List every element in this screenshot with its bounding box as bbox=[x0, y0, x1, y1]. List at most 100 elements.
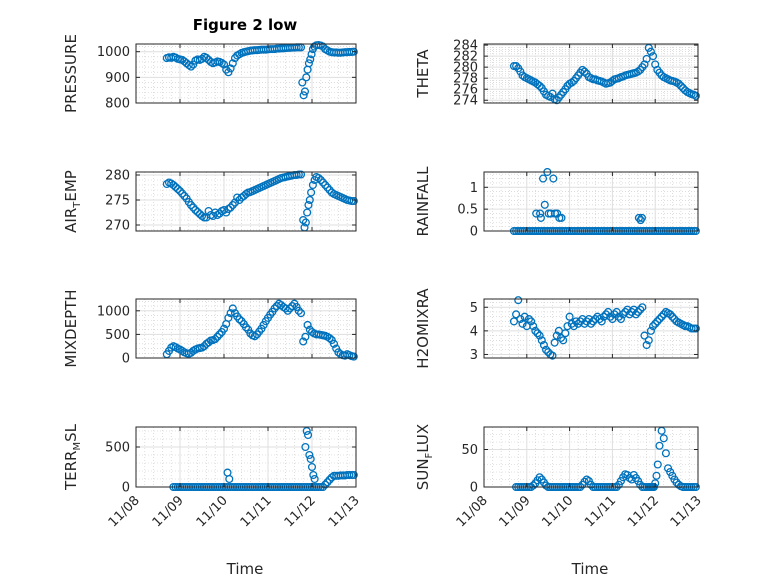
mixdepth-plot-area bbox=[136, 299, 356, 358]
h2omixra-point bbox=[518, 319, 527, 328]
h2omixra-point bbox=[634, 307, 643, 317]
mixdepth-ylabel: MIXDEPTH bbox=[62, 289, 80, 367]
terr-msl-point bbox=[301, 442, 310, 452]
rainfall-point bbox=[553, 209, 562, 218]
h2omixra-point bbox=[550, 338, 559, 347]
h2omixra-point bbox=[601, 310, 611, 319]
theta-point bbox=[535, 81, 544, 90]
pressure-point bbox=[298, 78, 307, 87]
h2omixra-point bbox=[561, 329, 570, 338]
mixdepth-point bbox=[296, 309, 306, 318]
pressure-axes-box bbox=[135, 43, 357, 104]
terr-msl-point bbox=[302, 426, 311, 436]
mixdepth-point bbox=[241, 323, 251, 332]
mixdepth-point bbox=[299, 337, 308, 346]
sun-flux-point bbox=[659, 434, 668, 443]
pressure-ytick-label: 900 bbox=[105, 71, 130, 86]
h2omixra-point bbox=[644, 336, 653, 345]
air-temp-point bbox=[197, 211, 207, 221]
pressure-point bbox=[349, 47, 358, 56]
pressure-ytick-label: 1000 bbox=[97, 45, 130, 60]
rainfall-point bbox=[549, 174, 558, 183]
terr-msl-xtick-label: 11/11 bbox=[238, 493, 275, 530]
theta-point bbox=[634, 67, 643, 76]
theta-ytick-label: 280 bbox=[453, 61, 478, 76]
pressure-point bbox=[222, 65, 231, 74]
sun-flux-xtick-label: 11/08 bbox=[454, 493, 491, 530]
mixdepth-point bbox=[329, 339, 339, 348]
terr-msl-point bbox=[306, 454, 315, 464]
terr-msl-ylabel: TERRMSL bbox=[62, 423, 83, 491]
rainfall-point bbox=[557, 213, 566, 222]
sun-flux-point bbox=[529, 481, 538, 490]
terr-msl-point bbox=[310, 474, 319, 484]
terr-msl-point bbox=[225, 474, 234, 484]
theta-axes-box bbox=[483, 43, 699, 104]
h2omixra-point bbox=[616, 315, 626, 324]
h2omixra-point bbox=[646, 326, 655, 335]
air-temp-point bbox=[304, 200, 313, 210]
pressure-point bbox=[307, 50, 316, 59]
rainfall-point bbox=[539, 174, 548, 183]
mixdepth-point bbox=[325, 334, 334, 343]
terr-msl-xtick-label: 11/09 bbox=[150, 493, 187, 530]
h2omixra-point bbox=[512, 310, 521, 319]
air-temp-point bbox=[189, 203, 198, 212]
air-temp-point bbox=[226, 203, 235, 212]
air-temp-point bbox=[169, 180, 178, 190]
mixdepth-point bbox=[349, 352, 358, 361]
h2omixra-point bbox=[606, 312, 615, 321]
pressure-point bbox=[306, 55, 315, 64]
mixdepth-ytick-label: 500 bbox=[105, 328, 130, 343]
mixdepth-point bbox=[226, 309, 235, 318]
h2omixra-point bbox=[597, 317, 606, 326]
sun-flux-point bbox=[653, 460, 662, 469]
air-temp-point bbox=[305, 195, 314, 205]
pressure-point bbox=[304, 59, 313, 68]
air-temp-point bbox=[299, 215, 308, 225]
pressure-ytick-label: 800 bbox=[105, 97, 130, 112]
rainfall-ytick-label: 0 bbox=[470, 225, 478, 240]
terr-msl-xtick-label: 11/10 bbox=[194, 493, 231, 530]
theta-point bbox=[567, 78, 576, 87]
air-temp-point bbox=[316, 175, 325, 185]
rainfall-point bbox=[637, 213, 646, 222]
rainfall-point bbox=[634, 213, 643, 222]
pressure-ylabel: PRESSURE bbox=[62, 34, 80, 113]
air-temp-ytick-label: 280 bbox=[105, 169, 130, 184]
mixdepth-point bbox=[224, 313, 233, 322]
h2omixra-point bbox=[520, 312, 529, 321]
pressure-point bbox=[228, 59, 237, 68]
h2omixra-point bbox=[666, 310, 675, 319]
air-temp-point bbox=[307, 188, 316, 197]
h2omixra-point bbox=[610, 310, 619, 319]
pressure-point bbox=[186, 62, 196, 71]
terr-msl-point bbox=[303, 430, 313, 440]
air-temp-point bbox=[349, 196, 358, 206]
sun-flux-ytick-label: 0 bbox=[470, 481, 478, 496]
pressure-point bbox=[300, 87, 310, 96]
h2omixra-point bbox=[527, 317, 536, 326]
pressure-point bbox=[299, 91, 308, 100]
mixdepth-point bbox=[213, 332, 222, 341]
air-temp-point bbox=[235, 195, 244, 205]
air-temp-point bbox=[327, 188, 336, 197]
pressure-point bbox=[226, 64, 235, 73]
mixdepth-point bbox=[294, 306, 303, 315]
h2omixra-point bbox=[668, 312, 677, 321]
air-temp-point bbox=[321, 180, 330, 190]
terr-msl-xtick-label: 11/13 bbox=[326, 493, 363, 530]
sun-flux-xtick-label: 11/11 bbox=[582, 493, 619, 530]
theta-point bbox=[691, 91, 700, 100]
rainfall-point bbox=[536, 209, 545, 218]
mixdepth-ytick-label: 1000 bbox=[97, 304, 130, 319]
h2omixra-point bbox=[531, 326, 540, 335]
h2omixra-point bbox=[651, 319, 660, 328]
figure-title: Figure 2 low bbox=[193, 16, 298, 34]
h2omixra-point bbox=[559, 336, 568, 345]
mixdepth-point bbox=[303, 320, 312, 330]
rainfall-ytick-label: 1 bbox=[470, 181, 478, 196]
sun-flux-ytick-label: 50 bbox=[461, 443, 478, 458]
theta-point bbox=[512, 62, 521, 71]
theta-point bbox=[649, 52, 658, 61]
